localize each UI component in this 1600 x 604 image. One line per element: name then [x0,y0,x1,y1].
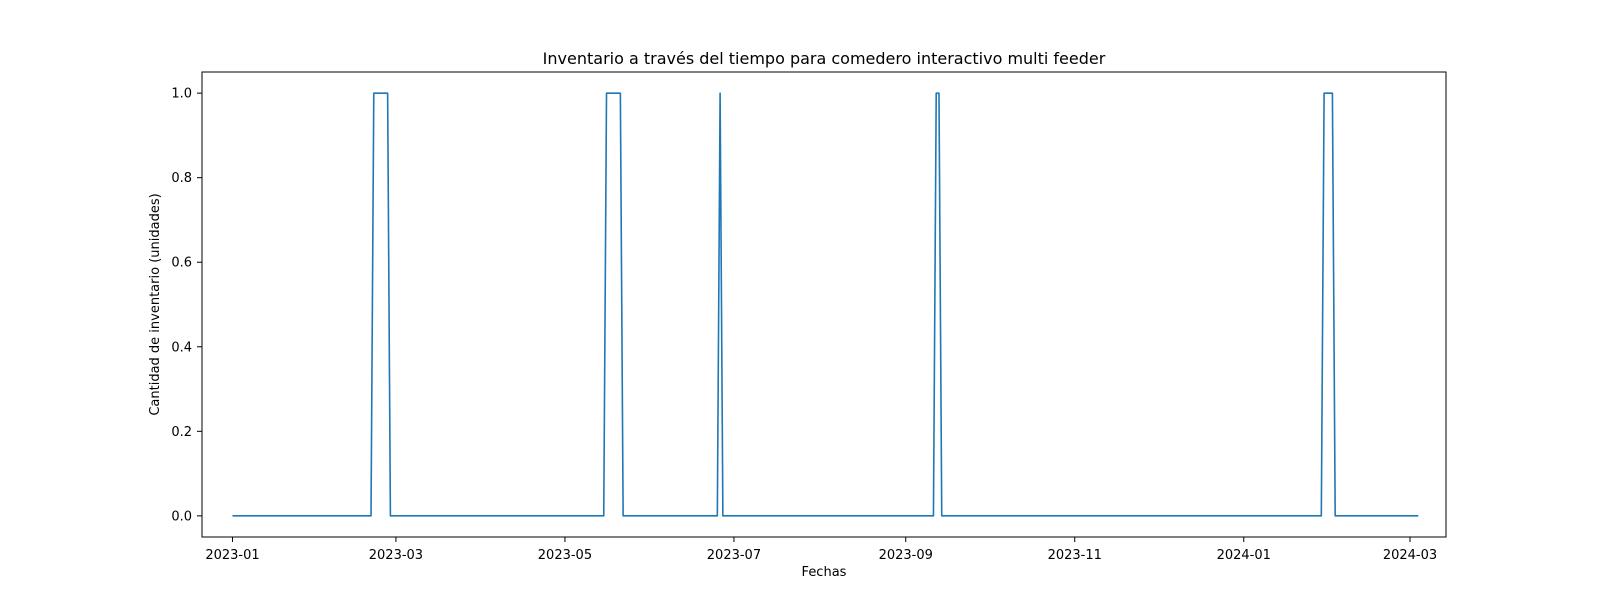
plot-frame [201,71,1447,538]
x-axis: 2023-01 2023-03 2023-05 2023-07 2023-09 2023-… [205,537,1437,563]
chart-title: Inventario a través del tiempo para come… [543,49,1106,68]
x-axis-label: Fechas [802,565,847,580]
x-tick-label: 2023-01 [205,548,259,563]
x-tick-label: 2023-09 [879,548,933,563]
series-layer [232,92,1419,517]
y-tick-label: 1.0 [171,87,192,102]
x-tick-label: 2023-03 [369,548,423,563]
y-tick-label: 0.0 [171,509,192,524]
y-tick-label: 0.4 [171,340,192,355]
x-tick-label: 2024-03 [1383,548,1437,563]
y-axis: 0.0 0.2 0.4 0.6 0.8 1.0 [171,87,202,524]
series-line [232,92,1419,517]
y-tick-label: 0.8 [171,171,192,186]
x-tick-label: 2023-05 [538,548,592,563]
y-axis-label: Cantidad de inventario (unidades) [148,193,163,415]
y-tick-label: 0.2 [171,425,192,440]
x-tick-label: 2023-07 [707,548,761,563]
y-tick-label: 0.6 [171,256,192,271]
x-tick-label: 2023-11 [1048,548,1102,563]
x-tick-label: 2024-01 [1217,548,1271,563]
